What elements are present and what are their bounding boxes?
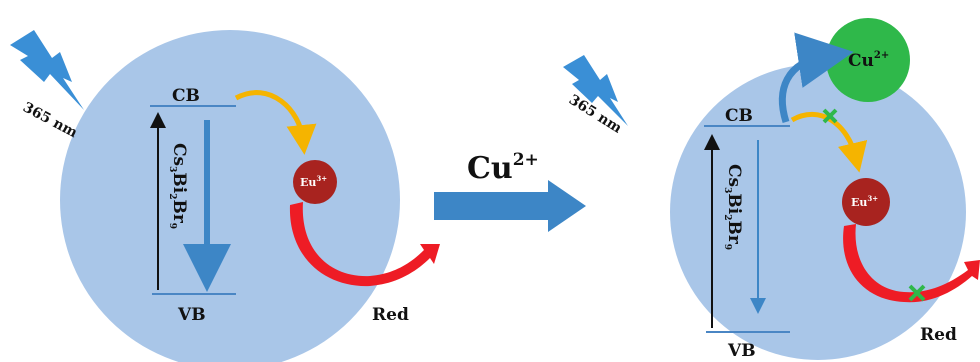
right-vb-label: VB xyxy=(727,341,756,361)
left-lightning-icon xyxy=(10,30,84,110)
cu-ion-label: Cu2+ xyxy=(848,50,889,71)
left-nanocrystal-sphere xyxy=(60,30,400,362)
right-nanocrystal-sphere xyxy=(670,64,966,360)
left-panel: 365 nm CB VB Cs3Bi2Br9 Eu3+ Red xyxy=(10,30,440,362)
right-lightning-icon xyxy=(563,55,628,126)
middle-section: Cu2+ xyxy=(434,150,586,232)
left-vb-label: VB xyxy=(177,305,206,325)
right-transfer-block-mark xyxy=(822,108,838,124)
left-red-emission-arrow xyxy=(289,202,440,287)
right-eu-ion-label: Eu3+ xyxy=(851,194,878,209)
left-eu-ion-label: Eu3+ xyxy=(300,174,327,189)
left-material-label: Cs3Bi2Br9 xyxy=(167,143,189,229)
right-panel: 365 nm Cu2+ CB VB Cs3Bi2Br9 Eu3+ xyxy=(563,18,980,361)
right-eu-ion-sphere xyxy=(842,178,890,226)
middle-cu-label: Cu2+ xyxy=(467,150,539,186)
left-excitation-label: 365 nm xyxy=(20,99,80,141)
left-energy-transfer-arrow xyxy=(234,90,317,155)
left-cb-label: CB xyxy=(172,86,200,106)
right-electron-transfer-arrow xyxy=(778,32,854,124)
right-cb-label: CB xyxy=(725,106,753,126)
right-red-emission-arrow xyxy=(843,224,980,303)
right-energy-transfer-arrow xyxy=(790,111,868,173)
left-emission-label: Red xyxy=(372,305,409,325)
right-emission-block-mark xyxy=(908,284,926,302)
left-eu-ion-sphere xyxy=(293,160,337,204)
addition-arrow xyxy=(434,180,586,232)
right-material-label: Cs3Bi2Br9 xyxy=(722,164,744,250)
right-emission-label: Red xyxy=(920,325,957,345)
